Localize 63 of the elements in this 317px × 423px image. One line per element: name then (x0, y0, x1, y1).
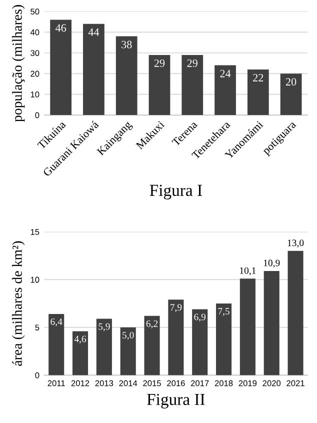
y-axis-title: população (milhares) (12, 5, 25, 122)
bar (72, 331, 88, 376)
x-tick-label: 2020 (262, 380, 281, 386)
x-tick-label: 2013 (95, 380, 114, 386)
data-label: 5,9 (98, 323, 110, 332)
data-label: 6,4 (50, 318, 62, 326)
bar (214, 65, 236, 116)
data-label: 38 (122, 40, 132, 48)
y-tick-label: 10 (30, 276, 40, 283)
data-label: 29 (154, 59, 165, 67)
bar (48, 314, 64, 376)
data-label: 44 (88, 28, 100, 36)
x-tick-label: 2016 (167, 380, 185, 386)
data-label: 4,6 (74, 336, 86, 344)
bar (120, 327, 136, 376)
bar (148, 54, 170, 116)
data-label: 6,2 (146, 320, 158, 328)
x-tick-label: 2011 (48, 380, 65, 386)
y-tick-label: 10 (30, 92, 40, 98)
data-label: 24 (220, 70, 231, 78)
y-tick-label: 0 (35, 112, 40, 118)
bar (264, 271, 280, 376)
y-tick-label: 20 (30, 70, 40, 77)
data-label: 22 (253, 74, 264, 82)
x-axis-title: Figura I (150, 184, 202, 200)
bar (192, 309, 208, 376)
data-label: 5,0 (122, 332, 134, 340)
y-tick-label: 30 (30, 50, 40, 56)
bar (144, 316, 160, 376)
bar (96, 318, 112, 376)
bar (288, 250, 304, 376)
bar (182, 54, 204, 116)
x-tick-label: 2015 (143, 380, 161, 386)
data-label: 7,5 (218, 308, 230, 316)
y-tick-label: 5 (35, 324, 40, 331)
y-tick-label: 0 (35, 372, 40, 378)
bar (83, 24, 104, 116)
data-label: 29 (187, 59, 198, 67)
y-tick-label: 40 (30, 29, 40, 36)
data-label: 46 (55, 24, 66, 32)
y-tick-label: 15 (30, 229, 40, 235)
bar (116, 36, 138, 116)
data-label: 10,9 (264, 260, 280, 268)
data-label: 20 (286, 78, 296, 86)
bar (168, 300, 184, 376)
x-tick-label: 2018 (214, 380, 233, 386)
bar (216, 304, 232, 376)
x-tick-label: 2012 (71, 380, 90, 386)
data-label: 6,9 (194, 314, 206, 322)
bar (240, 278, 256, 376)
y-axis-title: área (milhares de km²) (12, 241, 25, 366)
x-tick-label: 2021 (286, 380, 304, 386)
x-axis-title: Figura II (147, 394, 205, 408)
x-tick-label: 2019 (238, 380, 257, 386)
data-label: 13,0 (288, 240, 304, 248)
x-tick-label: 2017 (191, 380, 209, 386)
bar (50, 20, 72, 116)
x-tick-label: 2014 (119, 380, 138, 386)
bar (247, 69, 269, 116)
y-tick-label: 50 (30, 8, 40, 15)
data-label: 7,9 (170, 304, 182, 312)
data-label: 10,1 (240, 267, 256, 276)
bar (280, 74, 302, 116)
